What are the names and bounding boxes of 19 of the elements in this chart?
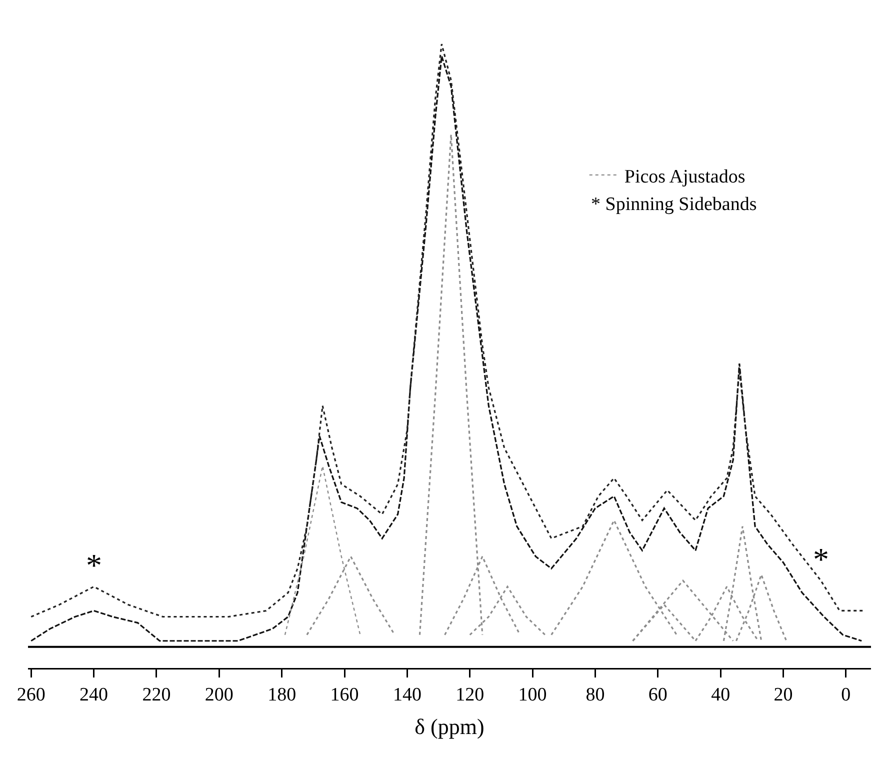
x-tick-label: 200 [204, 684, 234, 706]
x-tick-label: 20 [774, 684, 793, 706]
x-tick-label: 260 [16, 684, 46, 706]
annotation: * Spinning Sidebands [591, 194, 757, 215]
x-tick-label: 40 [711, 684, 730, 706]
x-tick-label: 60 [648, 684, 668, 706]
x-tick-label: 120 [456, 684, 484, 706]
x-tick-label: 160 [330, 684, 359, 706]
legend-label: Picos Ajustados [624, 166, 746, 188]
annotation: * [86, 547, 102, 583]
x-tick-label: 180 [268, 684, 296, 706]
annotation: * [813, 541, 829, 577]
x-tick-label: 240 [80, 684, 108, 706]
x-tick-label: 140 [392, 684, 422, 706]
x-tick-label: 80 [586, 684, 605, 706]
x-axis-title: δ (ppm) [414, 714, 484, 739]
x-tick-label: 220 [142, 684, 171, 706]
x-tick-label: 100 [518, 684, 547, 706]
x-tick-label: 0 [841, 684, 851, 706]
